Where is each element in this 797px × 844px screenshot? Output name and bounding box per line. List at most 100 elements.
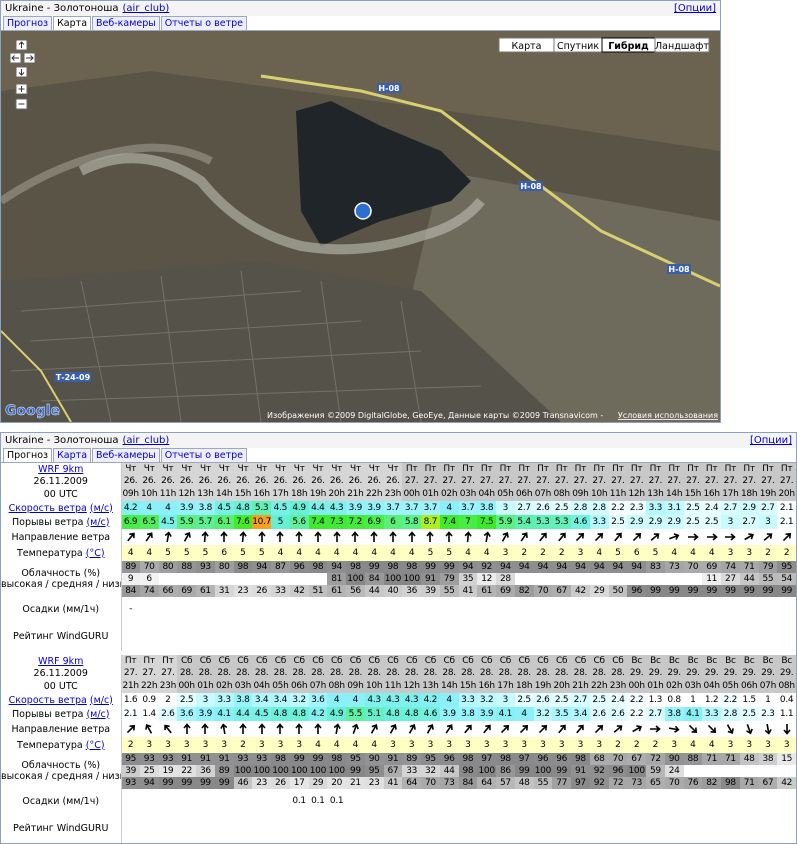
station-marker[interactable] [354,202,372,220]
temperature-cell: 4 [139,545,159,561]
rating-cell [515,813,534,843]
hour-cell: 08h [777,679,796,693]
direction-arrow [183,532,191,542]
tab[interactable]: Отчеты о ветре [160,16,247,30]
direction-cell [271,529,290,545]
day-cell: Сб [327,655,346,667]
speed-cell: 2.2 [608,501,628,515]
cloud-cell: 99 [364,561,384,573]
speed-cell: 4 [346,693,365,707]
label-link[interactable]: (м/с) [89,502,113,514]
precip-cell [777,789,796,813]
cloud-cell: 93 [139,753,159,765]
temperature-cell: 5 [646,545,665,561]
club-link[interactable]: (air_club) [122,3,170,14]
direction-icon [557,532,566,542]
date-cell: 27. [758,475,778,487]
cloud-cell: 71 [721,753,740,765]
tab[interactable]: Отчеты о ветре [160,448,247,462]
rating-cell [290,813,309,843]
day-cell: Сб [608,655,628,667]
row-label: WRF 9km [1,463,122,475]
precip-cell [702,597,721,621]
day-cell: Сб [271,655,290,667]
day-cell: Вс [739,655,759,667]
cloud-cell: 97 [514,753,534,765]
temperature-cell: 2 [646,737,665,753]
label-link[interactable]: Скорость ветра [8,502,87,514]
cloud-cell: 55 [758,573,778,585]
map[interactable]: Н-08 Н-08 Н-08 Т-24-09 Карта Спутник Гибри… [1,31,720,422]
day-cell: Пт [552,463,571,475]
hour-cell: 04h [477,487,496,501]
cloud-cell: 69 [702,561,721,573]
label-link[interactable]: Скорость ветра [8,694,87,706]
direction-arrow [539,532,547,542]
tab[interactable]: Прогноз [3,16,53,30]
label-link[interactable]: WRF 9km [38,463,84,475]
date-cell: 28. [571,667,590,679]
direction-cell [515,529,534,545]
gust-cell: 4.5 [158,515,178,529]
tab[interactable]: Прогноз [3,448,53,462]
day-row: WRF 9km Чт Чт Чт Чт Чт Чт Чт Чт Чт Чт Чт Чт Чт Чт Чт Пт П… [1,463,796,475]
direction-cell [159,529,178,545]
gust-cell: 6.9 [364,515,384,529]
label-link[interactable]: (м/с) [89,694,113,706]
label-link[interactable]: (м/с) [86,516,110,528]
date-cell: 29. [758,667,778,679]
cloud-cell: 98 [721,777,740,789]
day-cell: Чт [177,463,196,475]
cloud-cell: 61 [327,585,346,597]
day-cell: Пт [402,463,421,475]
label-link[interactable]: WRF 9km [38,655,84,667]
cloud-cell: 67 [627,753,646,765]
direction-icon [576,532,585,542]
direction-cell [234,721,253,737]
tab[interactable]: Карта [53,448,92,462]
cloud-cell: 98 [271,753,290,765]
date-cell: 28. [177,667,196,679]
gust-cell: 3.2 [533,707,553,721]
label-link[interactable]: (°C) [85,739,105,751]
tab[interactable]: Веб-камеры [92,16,160,30]
tab[interactable]: Веб-камеры [92,448,160,462]
gust-cell: 2.9 [627,515,646,529]
tab[interactable]: Карта [53,16,92,30]
hour-cell: 07h [308,679,328,693]
date-cell: 27. [702,475,721,487]
cloud-cell: 41 [458,585,478,597]
hour-cell: 01h [421,487,440,501]
options-link[interactable]: [Опции] [749,435,792,446]
speed-cell: 2.4 [702,501,721,515]
label-link[interactable]: (°C) [85,547,105,559]
temperature-cell: 3 [571,737,590,753]
date-cell: 28. [552,667,571,679]
cloud-cell: 39 [421,585,440,597]
day-cell: Пт [533,463,553,475]
gust-cell: 2.6 [589,707,609,721]
direction-icon [220,723,228,735]
map-type-button[interactable] [654,37,710,53]
rating-cell [571,621,590,651]
options-link[interactable]: [Опции] [673,3,716,14]
direction-cell [252,721,271,737]
direction-cell [440,529,459,545]
direction-cell [215,529,234,545]
direction-arrow [445,531,453,542]
label-text: высокая / средняя / низкая [1,579,120,590]
cloud-cell: 76 [683,777,703,789]
gust-cell: 7.2 [346,515,365,529]
club-link[interactable]: (air_club) [122,435,170,446]
direction-cell [571,529,590,545]
label-link[interactable]: (м/с) [86,708,110,720]
speed-cell: 0.8 [664,693,684,707]
direction-arrow [727,724,735,734]
direction-arrow [632,532,641,542]
gust-cell: 2.1 [777,515,796,529]
date-cell: 27. [627,475,646,487]
temperature-cell: 4 [346,737,365,753]
terms-link[interactable]: Условия использования [618,411,718,420]
direction-cell [459,529,478,545]
cloud-cell: 74 [721,561,740,573]
